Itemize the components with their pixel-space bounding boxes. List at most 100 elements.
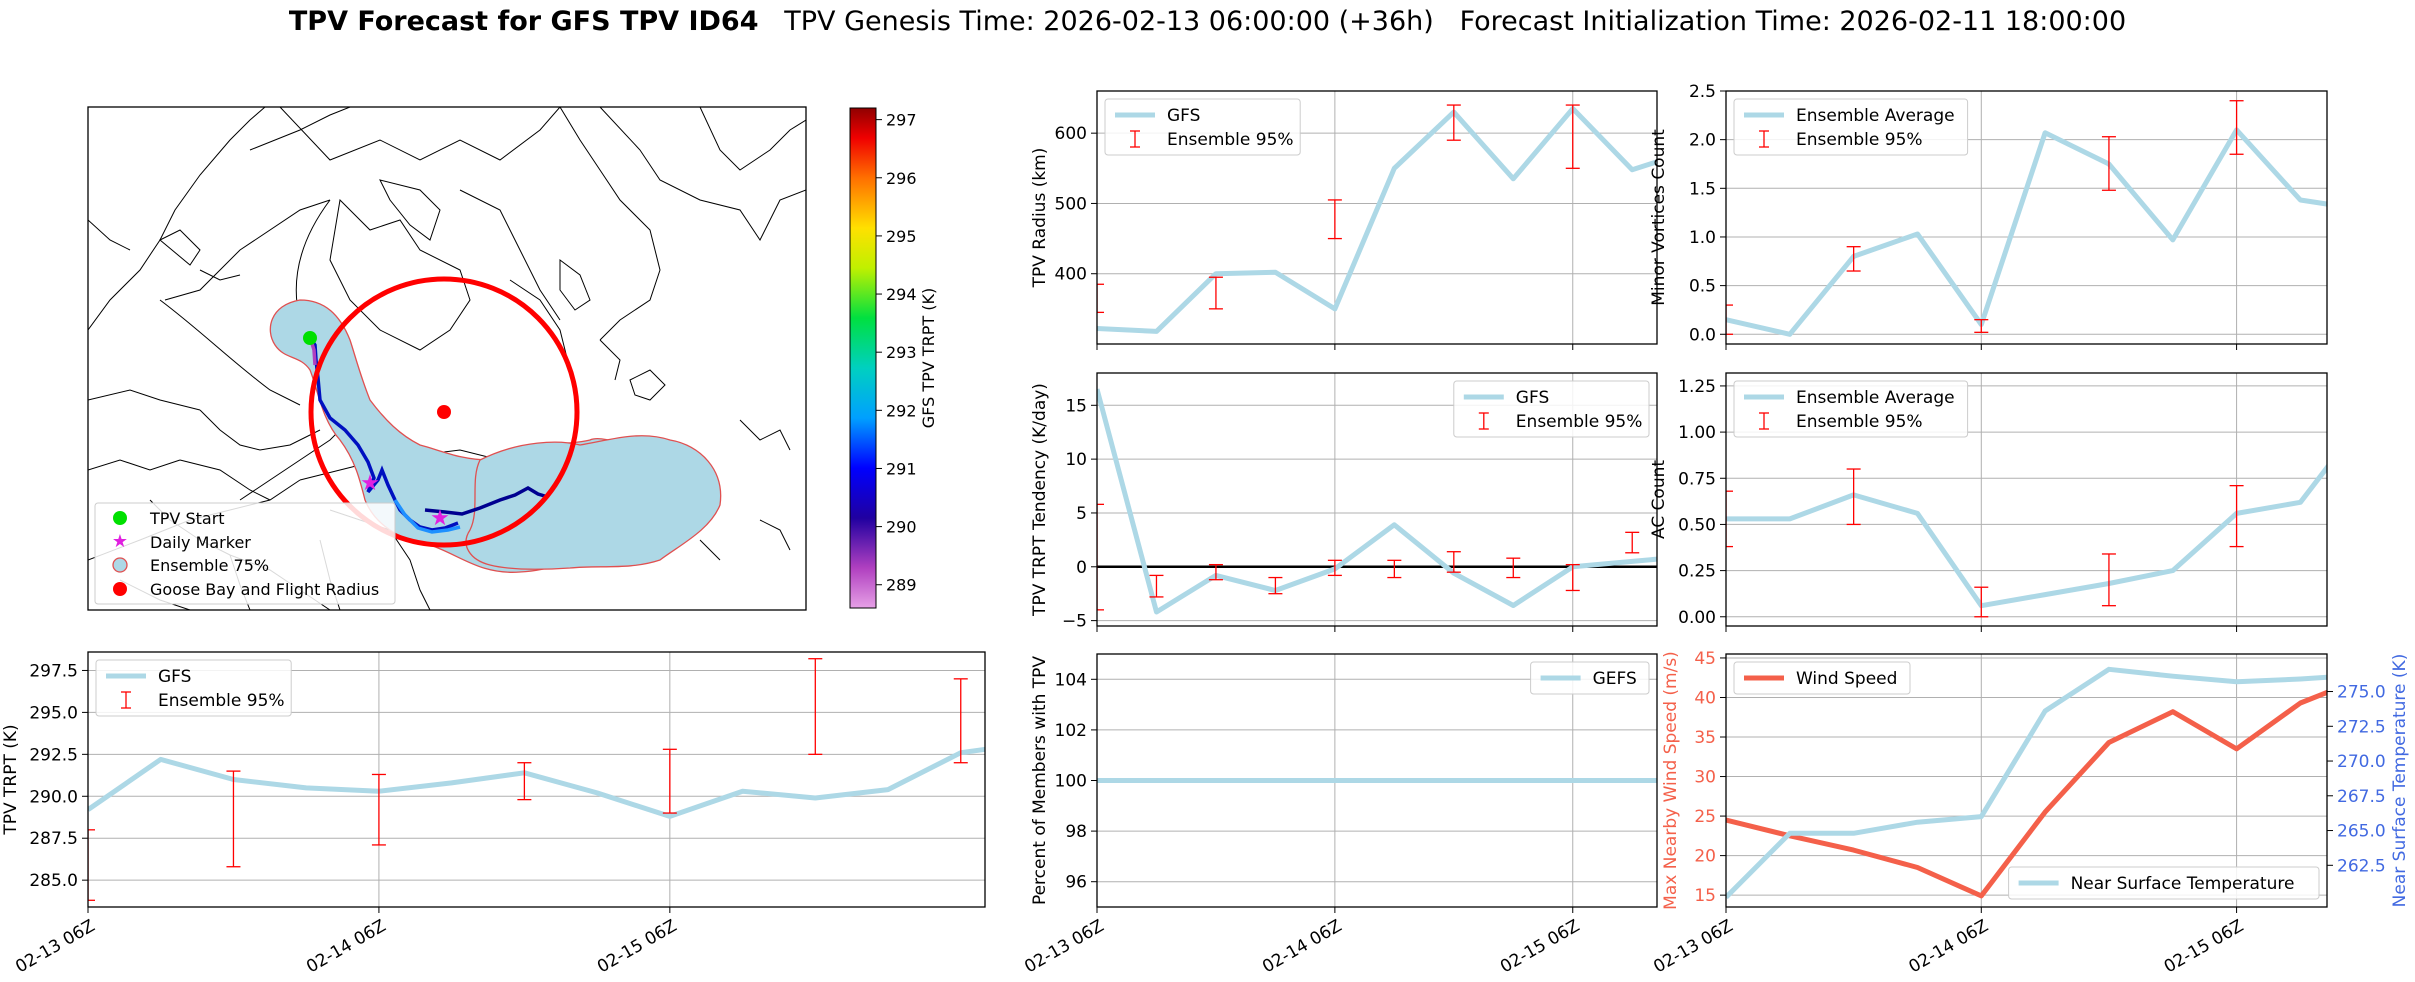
colorbar-tick-label: 294 [886, 285, 917, 304]
legend-minor: Ensemble Average Ensemble 95% [1733, 98, 1969, 156]
x-tick-label: 02-15 06Z [1497, 916, 1583, 977]
legend-start-swatch [113, 511, 127, 525]
y-tick-label: 2.0 [1689, 131, 1716, 151]
errorbar [2357, 188, 2371, 232]
legend-percent: GEFS [1530, 661, 1650, 695]
y-tick-label: 15 [1065, 396, 1087, 416]
y-axis-label: Max Nearby Wind Speed (m/s) [1661, 651, 1681, 910]
errorbar [1327, 559, 1342, 577]
y-tick-label: 100 [1055, 772, 1087, 792]
errorbar [1446, 551, 1461, 573]
chart-plot-area [88, 658, 985, 901]
colorbar-tick-label: 296 [886, 169, 917, 188]
y-tick-label: 104 [1055, 670, 1087, 690]
colorbar-tick-label: 289 [886, 576, 917, 595]
legend-box [1530, 661, 1650, 695]
errorbar [1846, 246, 1861, 272]
colorbar-tick-label: 293 [886, 343, 917, 362]
chart-frame [1725, 653, 2328, 908]
errorbar [2229, 100, 2244, 155]
x-tick-label: 02-13 06Z [1650, 916, 1736, 977]
errorbar [2229, 484, 2244, 548]
y2-tick-label: 275.0 [2337, 683, 2386, 703]
colorbar-tick-label: 295 [886, 227, 917, 246]
legend-item-label: Ensemble 95% [1167, 130, 1294, 150]
y-tick-label: 1.5 [1689, 179, 1716, 199]
y-tick-label: 297.5 [29, 661, 78, 681]
y-tick-label: 0.0 [1689, 325, 1716, 345]
chart-frame [87, 651, 986, 908]
y-axis-label: AC Count [1649, 460, 1669, 539]
y-tick-label: 1.00 [1678, 423, 1716, 443]
ensemble-75-region-east [465, 435, 722, 570]
legend-item-label: GEFS [1593, 669, 1637, 689]
errorbar [1327, 199, 1342, 240]
colorbar-tick-label: 290 [886, 518, 917, 537]
goose-bay-marker [437, 405, 451, 419]
colorbar-tick-label: 291 [886, 459, 917, 478]
errorbar [1974, 319, 1989, 333]
y-tick-label: 285.0 [29, 871, 78, 891]
errorbar [2357, 377, 2371, 464]
map-legend-item-start: TPV Start [149, 509, 225, 528]
legend-radius: GFS Ensemble 95% [1104, 98, 1301, 156]
y-axis-label: Minor Vortices Count [1649, 129, 1669, 306]
y-tick-label: 40 [1694, 688, 1716, 708]
colorbar-ticks: 289 290 291 292 293 294 295 296 297 [876, 111, 917, 595]
map-panel: ★ ★ TPV Start ★ Daily Marker Ensemble 75… [87, 106, 938, 611]
map-legend-item-ensemble: Ensemble 75% [150, 556, 269, 575]
tpv-start-marker [303, 331, 317, 345]
chart-plot-area [1726, 100, 2371, 337]
legend-item-label: Ensemble Average [1796, 388, 1955, 408]
x-tick-label: 02-14 06Z [303, 916, 389, 977]
y2-tick-label: 267.5 [2337, 787, 2386, 807]
x-tick-label: 02-15 06Z [2161, 916, 2247, 977]
chart-plot-area [1097, 104, 1657, 334]
map-legend-item-goose: Goose Bay and Flight Radius [150, 580, 379, 599]
y-tick-label: 0 [1076, 558, 1087, 578]
legend-trpt: GFS Ensemble 95% [95, 659, 292, 717]
errorbar [1208, 276, 1223, 310]
y-tick-label: 45 [1694, 649, 1716, 669]
y-tick-label: 2.5 [1689, 82, 1716, 102]
errorbar [1149, 574, 1164, 598]
y-tick-label: 0.75 [1678, 469, 1716, 489]
errorbar [371, 773, 386, 846]
errorbar [226, 770, 241, 868]
chart-plot-area [1726, 377, 2371, 618]
figure-title: TPV Forecast for GFS TPV ID64 TPV Genesi… [0, 6, 2415, 37]
legend-tendency: GFS Ensemble 95% [1453, 380, 1650, 438]
y-tick-label: 0.00 [1678, 608, 1716, 628]
y-tick-label: 102 [1055, 721, 1087, 741]
y-axis-label: TPV TRPT Tendency (K/day) [1030, 383, 1050, 617]
errorbar [1846, 468, 1861, 526]
errorbar [1097, 503, 1104, 611]
map-legend-item-daily: Daily Marker [150, 533, 251, 552]
legend-box [2008, 866, 2320, 900]
errorbar [1387, 559, 1402, 579]
legend-errorbar-swatch [1130, 130, 1140, 148]
chart-tendency: −5 0 5 10 15 TPV TRPT Tendency (K/day) GFS Ense… [1030, 372, 1658, 632]
y-tick-label: 600 [1055, 124, 1087, 144]
y-tick-label: 1.25 [1678, 377, 1716, 397]
y-axis-label: Percent of Members with TPV [1030, 656, 1050, 905]
y-tick-label: 20 [1694, 847, 1716, 867]
legend-ensemble-swatch [112, 557, 128, 573]
errorbar [1446, 104, 1461, 141]
y-tick-label: 1.0 [1689, 228, 1716, 248]
goose-bay-flight-radius [308, 276, 580, 548]
series-line-wind-speed [1726, 689, 2327, 899]
tpv-track-segment-east [424, 485, 549, 516]
legend-goose-swatch [113, 582, 127, 596]
legend-box [1733, 661, 1911, 695]
errorbar [953, 678, 968, 764]
errorbar [1208, 563, 1223, 581]
y-tick-label: 0.50 [1678, 515, 1716, 535]
errorbar [1268, 576, 1283, 595]
x-tick-label: 02-15 06Z [594, 916, 680, 977]
series-line-ensemble-average [1726, 127, 2327, 337]
series-line-ensemble-average [1726, 463, 2327, 609]
chart-minor: 0.0 0.5 1.0 1.5 2.0 2.5 Minor Vortices Count En… [1649, 82, 2371, 350]
chart-trpt: 285.0 287.5 290.0 292.5 295.0 297.5 TPV TRPT (… [1, 651, 986, 977]
